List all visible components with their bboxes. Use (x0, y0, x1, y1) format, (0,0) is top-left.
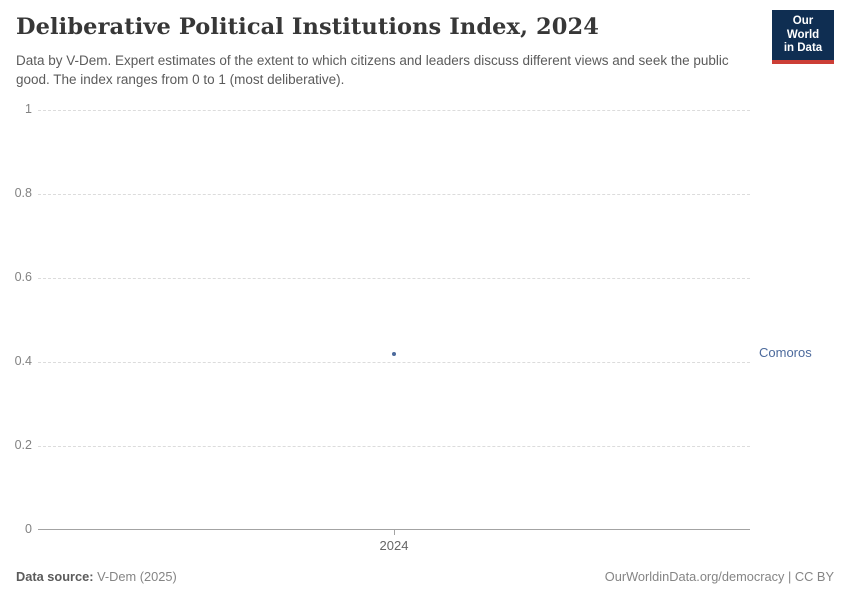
y-gridline (38, 362, 750, 363)
owid-logo[interactable]: Our World in Data (772, 10, 834, 64)
y-axis-tick-label: 0.8 (14, 186, 32, 200)
y-axis-tick-label: 0.6 (14, 270, 32, 284)
chart-footer: Data source: V-Dem (2025) OurWorldinData… (16, 569, 834, 584)
y-axis-tick-label: 0 (25, 522, 32, 536)
y-gridline (38, 194, 750, 195)
data-source-value: V-Dem (2025) (93, 569, 177, 584)
data-point-comoros[interactable] (392, 351, 396, 356)
owid-credit-link[interactable]: OurWorldinData.org/democracy | CC BY (604, 569, 834, 584)
x-axis-tick-label: 2024 (379, 538, 409, 553)
owid-logo-line1: Our World (786, 15, 820, 41)
y-gridline (38, 110, 750, 111)
y-axis-tick-label: 0.4 (14, 354, 32, 368)
chart-subtitle: Data by V-Dem. Expert estimates of the e… (16, 53, 729, 87)
entity-label-comoros[interactable]: Comoros (759, 344, 812, 360)
plot-area: 0 0.2 0.4 0.6 0.8 1 2024 Comoros (15, 102, 812, 553)
data-source-note: Data source: V-Dem (2025) (16, 569, 177, 584)
chart-title: Deliberative Political Institutions Inde… (16, 14, 599, 40)
y-gridline (38, 278, 750, 279)
x-axis-tick (394, 530, 395, 535)
y-axis-tick-label: 1 (25, 102, 32, 116)
owid-logo-line2: in Data (783, 42, 823, 54)
y-gridline (38, 446, 750, 447)
data-source-label: Data source: (16, 569, 94, 584)
y-axis-tick-label: 0.2 (14, 438, 32, 452)
